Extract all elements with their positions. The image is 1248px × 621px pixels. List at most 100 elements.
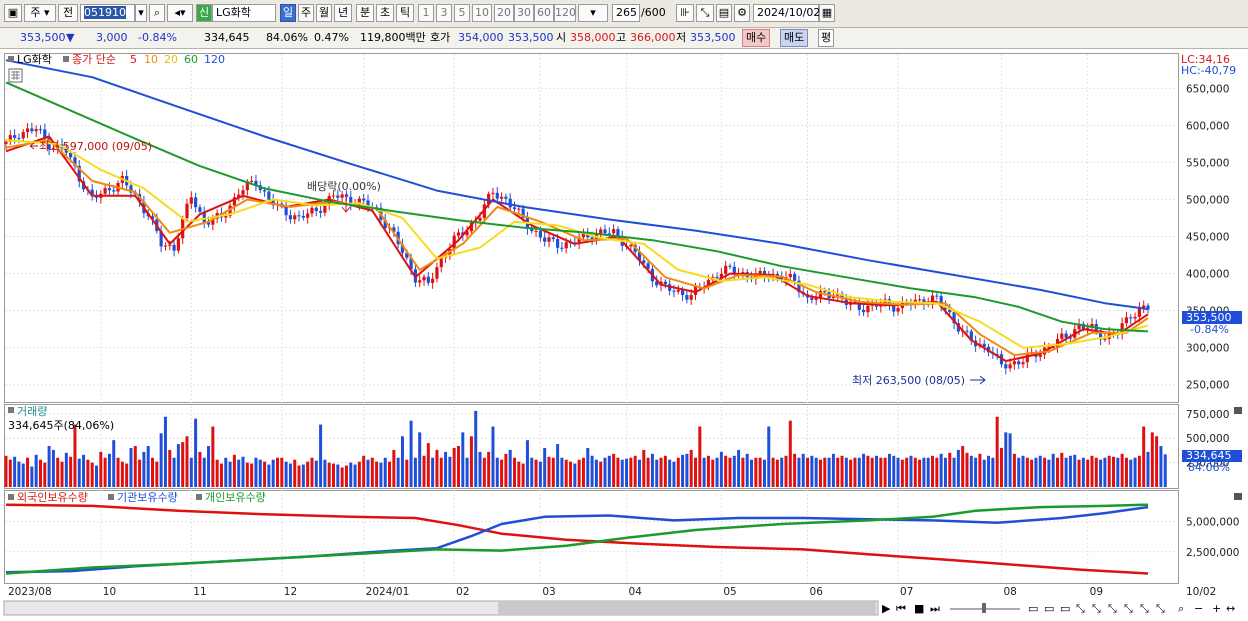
candle-body [90,189,94,197]
window-icon[interactable]: ▣ [4,4,22,22]
zoom-out-icon[interactable]: − [1194,602,1203,615]
volume-bar [762,459,766,487]
candle-body [935,295,939,297]
aa-icon[interactable]: ↔ [1226,602,1235,615]
interval-60-button[interactable]: 60 [534,4,554,22]
period-year-button[interactable]: 년 [334,4,352,22]
period-second-button[interactable]: 초 [376,4,394,22]
data-count-input[interactable]: 265 [612,4,640,22]
volume-bar [69,456,73,487]
market-select[interactable]: 주 ▾ [24,4,56,22]
period-day-button[interactable]: 일 [280,4,296,22]
period-week-button[interactable]: 주 [298,4,314,22]
candle-body [1004,364,1008,369]
interval-1-button[interactable]: 1 [418,4,434,22]
volume-bar [103,457,107,487]
volume-bar [612,453,616,487]
sell-button[interactable]: 매도 [780,29,809,47]
draw-icon-2[interactable]: ⤡ [1092,602,1101,615]
draw-tool-icon[interactable]: ⤡ [696,4,714,22]
interval-3-button[interactable]: 3 [436,4,452,22]
volume-bar [263,461,267,487]
layout-icon-3[interactable]: ▭ [1060,602,1070,615]
draw-icon-1[interactable]: ⤡ [1076,602,1085,615]
play-icon[interactable]: ▶ [882,602,891,615]
candle-body [706,280,711,288]
scroll-thumb[interactable] [498,602,876,614]
interval-10-button[interactable]: 10 [472,4,492,22]
candle-body [1021,362,1025,365]
search-icon[interactable]: ⌕ [149,4,165,22]
volume-bar [1077,459,1081,487]
period-month-button[interactable]: 월 [316,4,332,22]
draw-icon-5[interactable]: ⤡ [1140,602,1149,615]
forward-icon[interactable]: ⏭ [930,602,940,615]
candle-body [495,192,499,199]
candle-body [857,301,861,310]
interval-select[interactable]: ▾ [578,4,608,22]
candle-body [538,230,542,238]
rewind-icon[interactable]: ⏮ [896,602,906,615]
zoom-search-icon[interactable]: ⌕ [1178,602,1184,615]
eval-button[interactable]: 평 [818,29,835,47]
volume-value: 334,645 [204,31,250,44]
holdings-panel-close-icon[interactable] [1234,493,1242,500]
candle-body [607,233,611,235]
stock-code-input[interactable]: 051910 [80,4,135,22]
x-tick-label: 2023/08 [8,586,52,598]
bottom-controls: ▶ ⏮ ■ ⏭ ▭ ▭ ▭ ⤡ ⤡ ⤡ ⤡ ⤡ ⤡ ⌕ − + ↔ [882,602,1235,615]
zoom-slider-handle[interactable] [982,603,986,613]
candle-body [383,219,387,229]
volume-bar [969,455,973,487]
data-table-icon[interactable] [8,68,23,83]
volume-bar [94,465,98,487]
stock-name-field[interactable]: LG화학 [212,4,276,22]
volume-bar [935,457,939,487]
calendar-icon[interactable]: ▦ [819,4,835,22]
trade-amount: 119,800백만 [360,31,426,44]
interval-30-button[interactable]: 30 [514,4,534,22]
layout-icon-2[interactable]: ▭ [1044,602,1054,615]
save-icon[interactable]: ▤ [716,4,732,22]
draw-icon-3[interactable]: ⤡ [1108,602,1117,615]
search-type-button[interactable]: 전 [58,4,78,22]
date-input[interactable]: 2024/10/02 [753,4,820,22]
layout-icon-1[interactable]: ▭ [1028,602,1038,615]
interval-20-button[interactable]: 20 [494,4,514,22]
volume-bar [849,459,853,487]
draw-icon-6[interactable]: ⤡ [1156,602,1165,615]
bid-price: 353,500 [508,31,554,44]
candle-body [818,290,823,298]
volume-bar [297,465,301,487]
volume-value-label: 334,645주(84,06%) [8,419,114,432]
interval-120-button[interactable]: 120 [554,4,576,22]
volume-bar [1064,457,1068,487]
candle-body [866,305,870,313]
volume-bar [900,459,904,487]
volume-bar [4,455,8,487]
volume-bar [280,457,284,487]
volume-bar [1081,457,1085,487]
legend-marker [8,407,14,413]
zoom-in-icon[interactable]: + [1212,602,1221,615]
candle-body [452,235,456,250]
candle-body [642,260,646,264]
volume-panel-close-icon[interactable] [1234,407,1242,414]
candle-type-icon[interactable]: ⊪ [676,4,694,22]
chevron-down-icon[interactable]: ▾ [135,4,147,22]
volume-bar [586,447,590,487]
draw-icon-4[interactable]: ⤡ [1124,602,1133,615]
period-tick-button[interactable]: 틱 [396,4,414,22]
buy-button[interactable]: 매수 [742,29,771,47]
low-price: 353,500 [690,31,736,44]
candle-body [314,207,318,211]
interval-5-button[interactable]: 5 [454,4,470,22]
speaker-icon[interactable]: ◂▾ [167,4,193,22]
candle-body [1025,354,1029,363]
volume-bar [810,455,814,487]
stop-icon[interactable]: ■ [914,602,924,615]
volume-bar [245,462,249,487]
candle-body [646,263,650,269]
gear-icon[interactable]: ⚙ [734,4,750,22]
period-minute-button[interactable]: 분 [356,4,374,22]
